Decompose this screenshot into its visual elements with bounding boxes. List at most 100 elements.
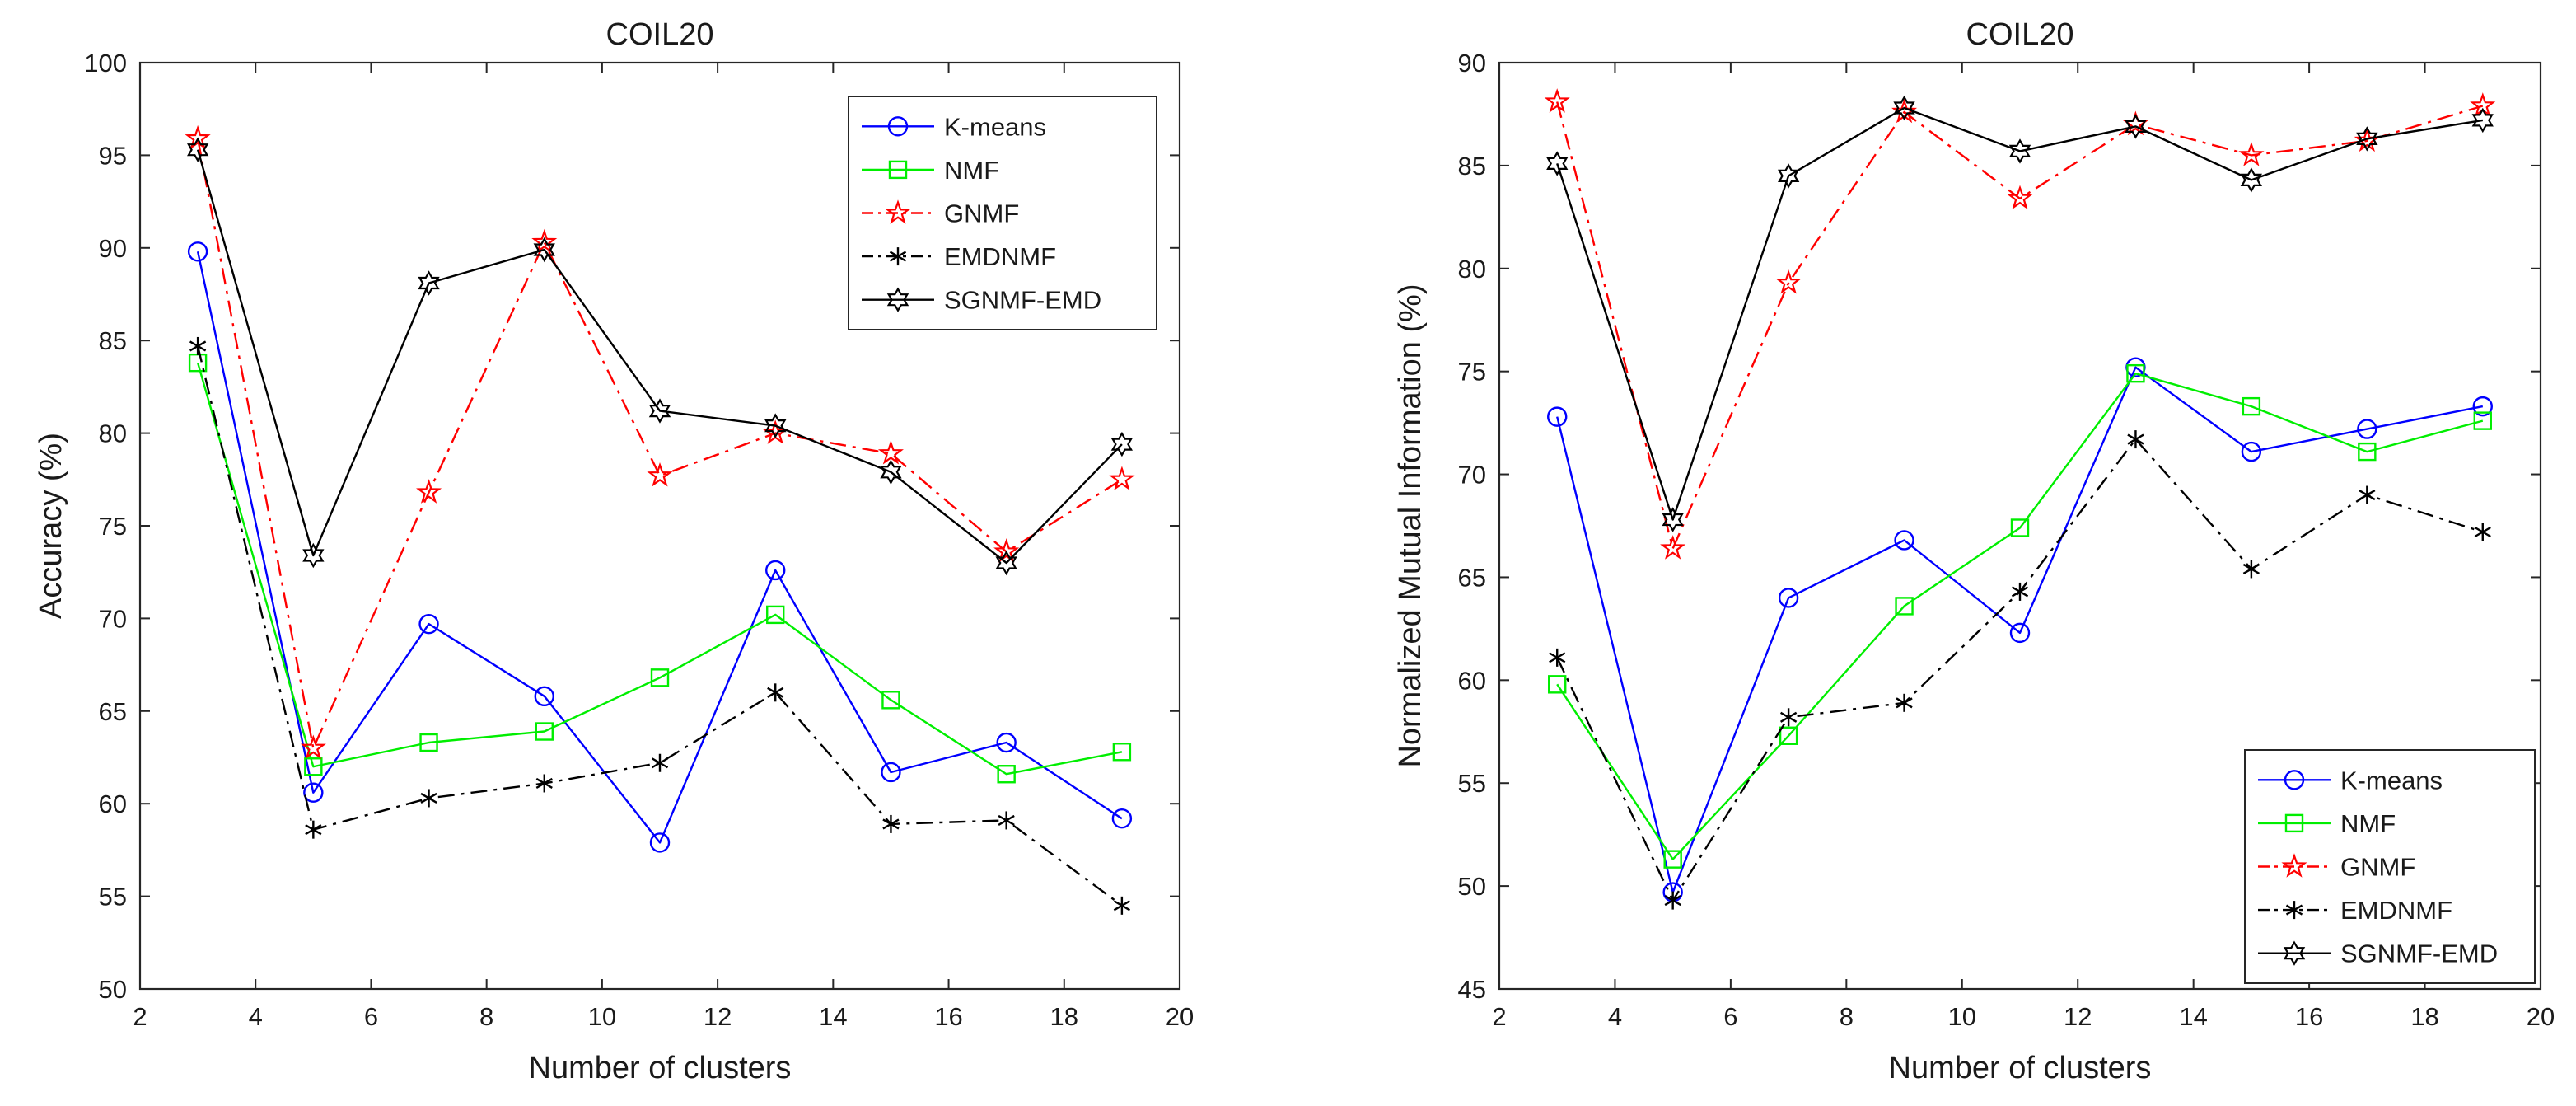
data-point-nmf — [304, 757, 323, 776]
data-point-nmf — [535, 722, 554, 741]
data-point-sgnmf-emd — [187, 137, 209, 162]
legend-label-gnmf: GNMF — [2340, 853, 2415, 882]
data-point-nmf — [1663, 850, 1682, 869]
data-point-nmf — [1112, 743, 1132, 762]
x-tick-label: 16 — [934, 1002, 962, 1031]
data-point-k-means — [418, 613, 439, 635]
data-point-sgnmf-emd — [764, 413, 787, 438]
data-point-nmf — [1895, 597, 1914, 616]
data-point-emdnmf — [189, 336, 207, 355]
x-tick-label: 18 — [1050, 1002, 1078, 1031]
legend-marker-sgnmf-emd — [2283, 940, 2306, 966]
data-point-nmf — [1548, 675, 1567, 694]
y-tick-label: 50 — [99, 975, 127, 1004]
data-point-gnmf — [300, 734, 326, 760]
x-tick-label: 10 — [588, 1002, 616, 1031]
x-tick-label: 10 — [1948, 1002, 1976, 1031]
legend-item-sgnmf-emd: SGNMF-EMD — [2258, 940, 2498, 968]
y-tick-label: 70 — [99, 604, 127, 633]
data-point-emdnmf — [1896, 693, 1913, 712]
data-point-gnmf — [531, 228, 558, 254]
data-point-k-means — [1778, 588, 1799, 608]
legend-item-k-means: K-means — [862, 112, 1046, 141]
data-point-k-means — [2009, 622, 2031, 644]
data-point-k-means — [303, 782, 324, 803]
legend-label-emdnmf: EMDNMF — [2340, 896, 2452, 925]
data-point-k-means — [1111, 808, 1133, 829]
data-point-gnmf — [1775, 269, 1802, 294]
data-point-emdnmf — [1549, 648, 1566, 667]
data-point-emdnmf — [1113, 896, 1131, 915]
y-tick-label: 50 — [1458, 872, 1486, 901]
legend-item-gnmf: GNMF — [2258, 853, 2415, 882]
series-line-sgnmf-emd — [1556, 106, 2483, 521]
data-point-k-means — [2357, 419, 2377, 439]
y-tick-label: 60 — [1458, 666, 1486, 695]
data-point-emdnmf — [2011, 582, 2029, 601]
y-tick-label: 85 — [1458, 152, 1486, 180]
data-point-emdnmf — [767, 683, 784, 702]
nmi-chart: 2 4 6 8 10 12 14 16 18 20 45 50 55 60 65 70 75 80 85 90 COIL… — [1393, 17, 2555, 1085]
data-point-nmf — [997, 765, 1016, 784]
accuracy-chart: 2 4 6 8 10 12 14 16 18 20 50 55 60 65 70 75 80 85 90 95 100 C… — [34, 17, 1194, 1085]
legend-item-emdnmf: EMDNMF — [862, 242, 1056, 271]
data-point-sgnmf-emd — [2240, 167, 2262, 193]
legend-marker-nmf — [2284, 813, 2304, 833]
x-tick-label: 12 — [2064, 1002, 2092, 1031]
data-point-gnmf — [647, 462, 673, 487]
legend-label-k-means: K-means — [944, 112, 1046, 141]
data-point-sgnmf-emd — [2008, 138, 2031, 164]
data-point-sgnmf-emd — [1546, 151, 1569, 176]
chart-title: COIL20 — [606, 17, 714, 52]
data-point-gnmf — [1109, 466, 1135, 491]
data-point-nmf — [2126, 363, 2145, 383]
y-tick-label: 95 — [99, 141, 127, 170]
y-tick-label: 85 — [99, 326, 127, 355]
data-point-nmf — [419, 733, 438, 752]
series-k-means — [187, 241, 1133, 853]
data-point-sgnmf-emd — [2356, 126, 2378, 152]
legend-item-emdnmf: EMDNMF — [2258, 896, 2452, 925]
data-point-sgnmf-emd — [2125, 114, 2147, 139]
data-point-gnmf — [185, 124, 211, 150]
data-point-gnmf — [1544, 88, 1570, 113]
legend-item-sgnmf-emd: SGNMF-EMD — [862, 286, 1101, 315]
data-point-sgnmf-emd — [648, 398, 671, 424]
x-tick-label: 8 — [1840, 1002, 1854, 1031]
data-point-sgnmf-emd — [1778, 163, 1800, 189]
data-point-sgnmf-emd — [2471, 107, 2494, 134]
series-nmf — [188, 353, 1132, 784]
legend-label-sgnmf-emd: SGNMF-EMD — [2340, 940, 2498, 968]
data-point-sgnmf-emd — [995, 550, 1017, 576]
y-tick-label: 100 — [84, 49, 127, 77]
x-tick-label: 4 — [1608, 1002, 1622, 1031]
x-tick-label: 14 — [819, 1002, 847, 1031]
data-point-nmf — [650, 668, 670, 687]
series-line-emdnmf — [196, 345, 1123, 907]
chart-title: COIL20 — [1966, 17, 2074, 52]
series-line-k-means — [196, 251, 1123, 844]
legend-label-emdnmf: EMDNMF — [944, 242, 1056, 271]
x-tick-label: 16 — [2295, 1002, 2323, 1031]
x-axis-ticks: 2 4 6 8 10 12 14 16 18 20 — [1492, 63, 2555, 1031]
data-point-k-means — [1894, 530, 1914, 551]
data-point-k-means — [534, 686, 554, 707]
data-point-emdnmf — [2242, 560, 2260, 579]
data-point-k-means — [996, 732, 1017, 753]
data-point-k-means — [1547, 406, 1568, 427]
data-point-emdnmf — [1664, 891, 1681, 910]
data-point-k-means — [649, 832, 671, 853]
x-tick-label: 2 — [1492, 1002, 1506, 1031]
series-line-gnmf — [1556, 101, 2484, 550]
data-point-k-means — [2241, 441, 2262, 462]
legend-item-nmf: NMF — [2258, 809, 2396, 838]
data-point-emdnmf — [651, 753, 669, 772]
legend-label-k-means: K-means — [2340, 766, 2443, 794]
y-tick-label: 75 — [99, 512, 127, 541]
y-tick-label: 90 — [1458, 49, 1486, 77]
legend-marker-gnmf — [2281, 853, 2307, 878]
legend-label-nmf: NMF — [2340, 809, 2396, 838]
series-sgnmf-emd — [187, 137, 1133, 576]
x-axis-ticks: 2 4 6 8 10 12 14 16 18 20 — [133, 63, 1194, 1031]
